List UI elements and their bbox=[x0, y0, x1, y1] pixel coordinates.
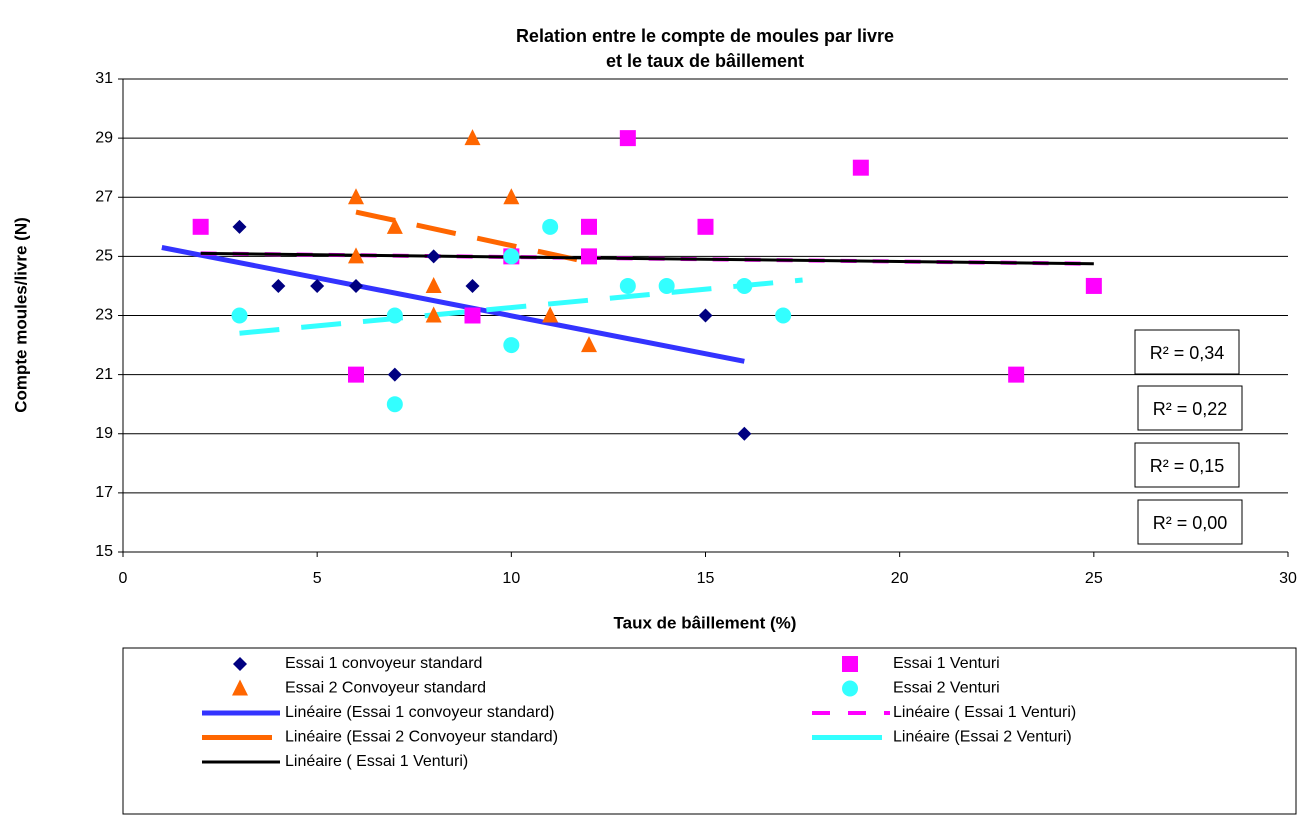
annotation-box bbox=[1137, 385, 1243, 431]
y-tick-label: 17 bbox=[95, 484, 113, 501]
annotation: R² = 0,15 bbox=[1150, 456, 1225, 476]
x-tick-label: 25 bbox=[1085, 570, 1103, 587]
marker bbox=[386, 307, 403, 324]
marker bbox=[464, 307, 481, 324]
marker bbox=[737, 426, 752, 441]
annotation: R² = 0,00 bbox=[1153, 513, 1228, 533]
x-tick-label: 30 bbox=[1279, 570, 1297, 587]
legend-label: Linéaire (Essai 1 convoyeur standard) bbox=[285, 704, 554, 721]
legend-label: Linéaire (Essai 2 Convoyeur standard) bbox=[285, 729, 558, 746]
marker bbox=[698, 308, 713, 323]
marker bbox=[387, 367, 402, 382]
marker bbox=[658, 277, 675, 294]
marker bbox=[581, 218, 597, 235]
y-axis-label: Compte moules/livre (N) bbox=[11, 217, 30, 413]
legend-label: Essai 2 Convoyeur standard bbox=[285, 680, 486, 697]
legend-label: Linéaire (Essai 2 Venturi) bbox=[893, 729, 1072, 746]
marker bbox=[465, 278, 480, 293]
marker bbox=[192, 218, 209, 235]
marker bbox=[503, 188, 520, 205]
annotation: R² = 0,34 bbox=[1150, 343, 1225, 363]
marker bbox=[271, 278, 286, 293]
x-tick-label: 15 bbox=[697, 570, 715, 587]
marker bbox=[775, 307, 792, 324]
annotation-box bbox=[1134, 442, 1240, 488]
trend-line bbox=[200, 251, 1094, 266]
marker bbox=[310, 278, 325, 293]
marker bbox=[348, 366, 364, 383]
marker bbox=[386, 396, 403, 413]
marker bbox=[425, 306, 442, 323]
marker bbox=[581, 248, 597, 265]
marker bbox=[697, 218, 714, 235]
y-tick-label: 25 bbox=[95, 248, 113, 265]
trend-line bbox=[161, 245, 745, 364]
legend-label: Linéaire ( Essai 1 Venturi) bbox=[893, 704, 1076, 721]
marker bbox=[426, 249, 441, 264]
marker bbox=[503, 248, 520, 265]
y-tick-label: 27 bbox=[95, 188, 113, 205]
legend-label: Essai 2 Venturi bbox=[893, 680, 1000, 697]
legend-marker bbox=[842, 656, 858, 672]
x-tick-label: 0 bbox=[119, 570, 128, 587]
legend-label: Linéaire ( Essai 1 Venturi) bbox=[285, 753, 468, 770]
y-tick-label: 15 bbox=[95, 543, 113, 560]
marker bbox=[348, 247, 364, 264]
marker bbox=[581, 336, 597, 353]
y-tick-label: 21 bbox=[95, 366, 113, 383]
marker bbox=[542, 306, 559, 323]
legend-marker bbox=[842, 680, 858, 697]
marker bbox=[852, 159, 869, 176]
marker bbox=[425, 276, 442, 293]
x-tick-label: 10 bbox=[502, 570, 520, 587]
marker bbox=[1008, 366, 1025, 383]
marker bbox=[348, 188, 364, 205]
trend-line bbox=[239, 277, 803, 336]
x-tick-label: 5 bbox=[313, 570, 322, 587]
marker bbox=[503, 337, 520, 354]
marker bbox=[349, 278, 363, 293]
marker bbox=[464, 129, 481, 146]
marker bbox=[232, 219, 247, 234]
marker bbox=[1085, 277, 1102, 294]
y-tick-label: 29 bbox=[95, 129, 113, 146]
chart-title: Relation entre le compte de moules par l… bbox=[516, 26, 894, 46]
marker bbox=[619, 277, 636, 294]
marker bbox=[736, 277, 753, 294]
legend-marker bbox=[233, 657, 247, 671]
y-tick-label: 23 bbox=[95, 307, 113, 324]
legend-label: Essai 1 Venturi bbox=[893, 655, 1000, 672]
marker bbox=[542, 218, 559, 235]
legend-marker bbox=[232, 679, 248, 696]
marker bbox=[619, 130, 636, 147]
y-tick-label: 31 bbox=[95, 70, 113, 87]
chart-title: et le taux de bâillement bbox=[606, 51, 804, 71]
annotation: R² = 0,22 bbox=[1153, 399, 1228, 419]
legend-label: Essai 1 convoyeur standard bbox=[285, 655, 482, 672]
marker bbox=[231, 307, 248, 324]
legend-box bbox=[122, 647, 1297, 815]
x-tick-label: 20 bbox=[891, 570, 909, 587]
annotation-box bbox=[1134, 329, 1240, 375]
marker bbox=[386, 217, 403, 234]
x-axis-label: Taux de bâillement (%) bbox=[614, 613, 797, 632]
annotation-box bbox=[1137, 499, 1243, 545]
y-tick-label: 19 bbox=[95, 425, 113, 442]
